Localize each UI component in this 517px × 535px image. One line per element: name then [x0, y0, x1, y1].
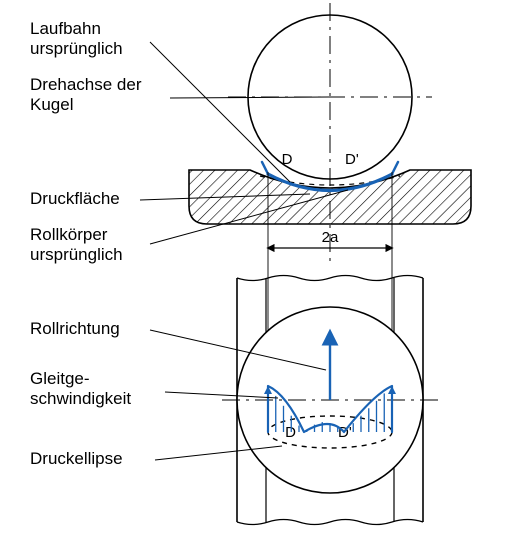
label-rollrichtung: Rollrichtung	[30, 319, 120, 338]
point-D-top: D	[282, 151, 293, 168]
label-drehachse-1: Drehachse der	[30, 75, 142, 94]
dimension-2a: 2a	[322, 229, 339, 246]
label-druckellipse: Druckellipse	[30, 449, 123, 468]
label-gleit-2: schwindigkeit	[30, 389, 131, 408]
label-druckflaeche: Druckfläche	[30, 189, 120, 208]
label-laufbahn-1: Laufbahn	[30, 19, 101, 38]
label-laufbahn-2: ursprünglich	[30, 39, 123, 58]
label-rollkoerper-2: ursprünglich	[30, 245, 123, 264]
label-gleit-1: Gleitge-	[30, 369, 90, 388]
point-Dprime-top: D'	[345, 151, 359, 168]
label-rollkoerper-1: Rollkörper	[30, 225, 108, 244]
label-drehachse-2: Kugel	[30, 95, 73, 114]
